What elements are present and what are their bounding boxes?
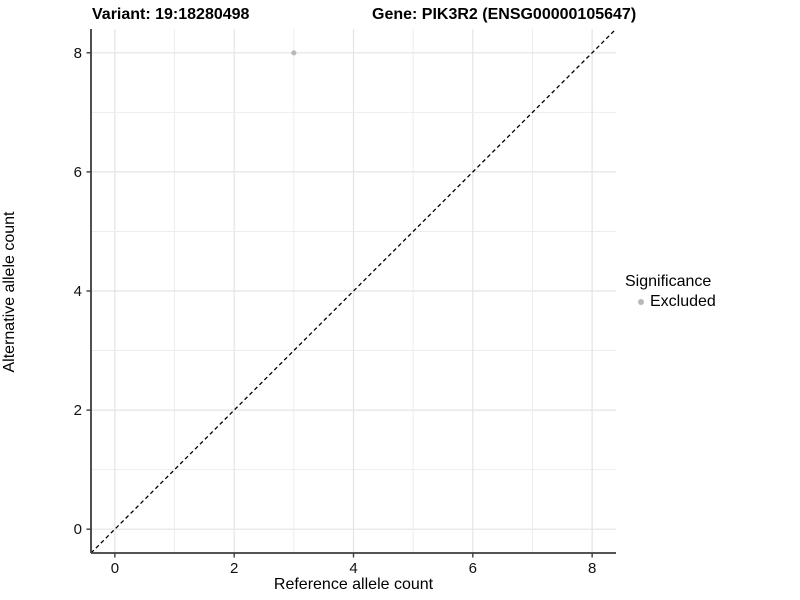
x-axis-title: Reference allele count [273,576,434,593]
y-tick-label: 2 [74,402,82,419]
plot-title-gene: Gene: PIK3R2 (ENSG00000105647) [372,6,637,23]
legend-point-icon [638,299,644,305]
y-tick-label: 6 [74,164,82,181]
x-tick-label: 2 [230,560,238,577]
y-tick-label: 8 [74,45,82,62]
legend-item-label: Excluded [650,293,716,310]
x-tick-label: 4 [349,560,357,577]
legend-item-excluded: Excluded [625,292,716,312]
y-tick-label: 4 [74,283,82,300]
y-tick-label: 0 [74,521,82,538]
legend-title: Significance [625,273,712,290]
identity-line [90,28,617,554]
plot-title-variant: Variant: 19:18280498 [92,6,250,23]
legend: Significance Excluded [625,271,716,312]
x-tick-label: 0 [111,560,119,577]
y-axis-title: Alternative allele count [1,211,18,373]
x-tick-label: 8 [588,560,596,577]
data-point [291,50,297,56]
x-tick-label: 6 [469,560,477,577]
